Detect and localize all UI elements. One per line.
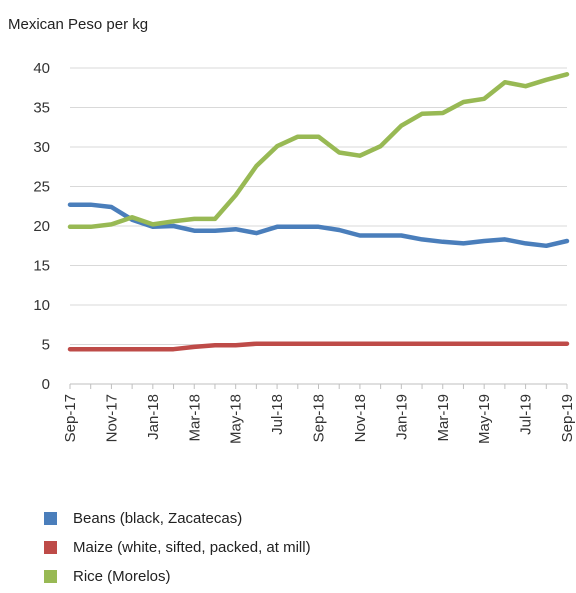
- series-line-0: [67, 202, 570, 249]
- axes: [69, 383, 568, 389]
- y-tick-label: 20: [33, 218, 50, 235]
- y-tick-label: 35: [33, 100, 50, 117]
- x-tick-label: Mar-19: [435, 394, 452, 442]
- rice-swatch: [44, 570, 57, 583]
- legend-label-rice: Rice (Morelos): [73, 568, 171, 585]
- x-tick-label: Jul-19: [518, 394, 535, 435]
- y-tick-label: 40: [33, 60, 50, 77]
- series-line-1: [67, 341, 570, 352]
- line-chart: 0 5 10 15 20 25 30 35 40 Sep-17 Nov-17 Jan-18 Mar-18…: [33, 60, 576, 444]
- legend-item-rice: Rice (Morelos): [44, 564, 311, 589]
- x-tick-label: Nov-18: [352, 394, 369, 442]
- x-tick-label: Sep-19: [559, 394, 576, 442]
- legend: Beans (black, Zacatecas) Maize (white, s…: [44, 506, 311, 593]
- x-tick-label: Jul-18: [269, 394, 286, 435]
- legend-label-beans: Beans (black, Zacatecas): [73, 510, 243, 527]
- series-lines: [67, 72, 570, 352]
- y-tick-label: 0: [42, 376, 50, 393]
- x-tick-label: Nov-17: [103, 394, 120, 442]
- maize-swatch: [44, 541, 57, 554]
- legend-item-maize: Maize (white, sifted, packed, at mill): [44, 535, 311, 560]
- x-tick-label: Sep-17: [62, 394, 79, 442]
- x-tick-label: Jan-18: [145, 394, 162, 440]
- x-tick-label: Mar-18: [186, 394, 203, 442]
- y-tick-label: 5: [42, 337, 50, 354]
- x-tick-label: Jan-19: [393, 394, 410, 440]
- y-axis-unit-label: Mexican Peso per kg: [8, 16, 149, 33]
- x-tick-label: May-19: [476, 394, 493, 444]
- gridlines: [70, 67, 567, 345]
- y-tick-label: 15: [33, 258, 50, 275]
- legend-label-maize: Maize (white, sifted, packed, at mill): [73, 539, 311, 556]
- y-tick-label: 30: [33, 139, 50, 156]
- beans-swatch: [44, 512, 57, 525]
- legend-item-beans: Beans (black, Zacatecas): [44, 506, 311, 531]
- tick-labels: 0 5 10 15 20 25 30 35 40 Sep-17 Nov-17 Jan-18 Mar-18…: [33, 60, 576, 444]
- y-tick-label: 25: [33, 179, 50, 196]
- x-tick-label: Sep-18: [311, 394, 328, 442]
- x-tick-label: May-18: [228, 394, 245, 444]
- y-tick-label: 10: [33, 297, 50, 314]
- series-line-2: [67, 72, 570, 230]
